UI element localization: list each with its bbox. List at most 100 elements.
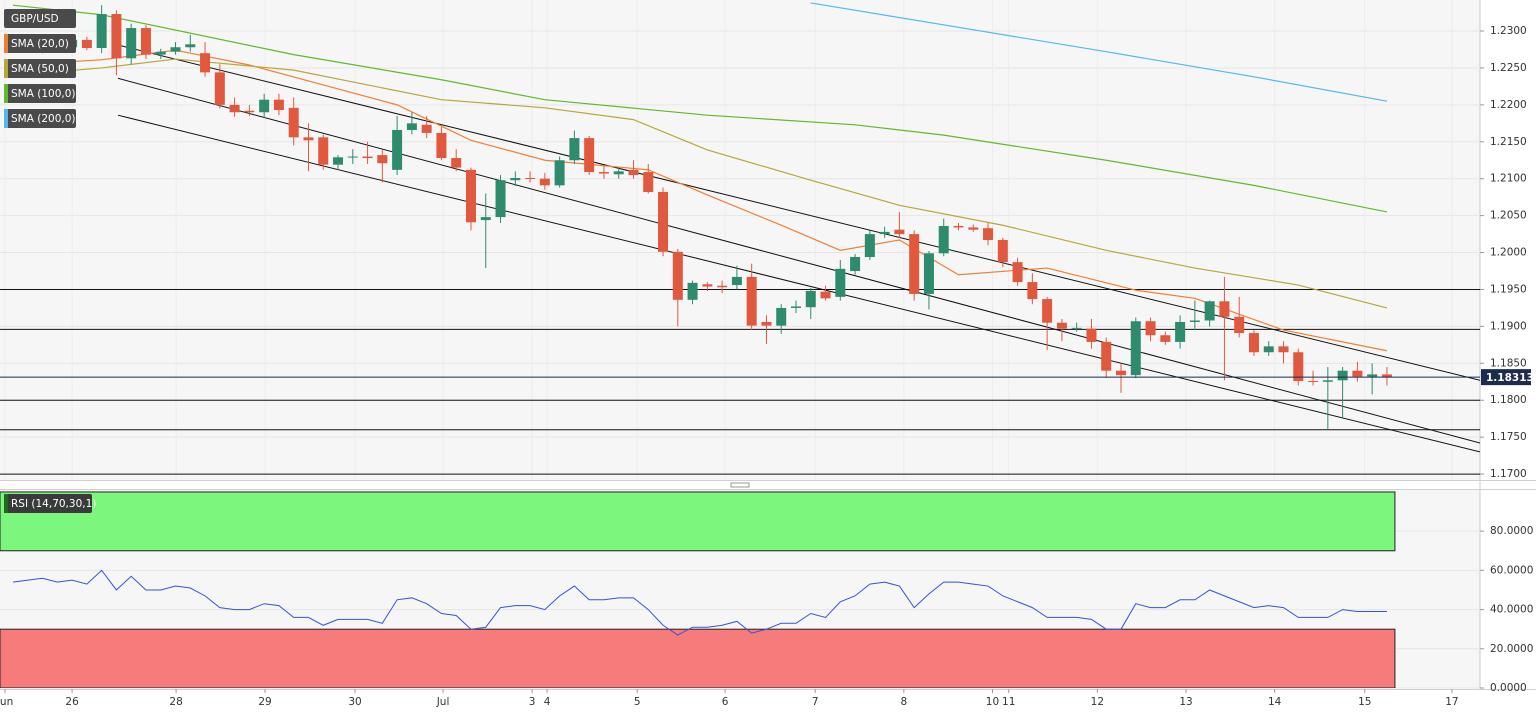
candle-body [569,138,580,161]
candle-body [377,155,388,164]
candle-body [554,160,565,186]
legend-box [4,9,76,28]
rsi-plot [0,491,1396,688]
candle-body [983,228,994,240]
y-tick-label: 80.0000 [1490,525,1533,537]
pane-resize-handle[interactable] [730,482,750,488]
y-tick-label: 60.0000 [1490,564,1533,576]
candle-body [1145,321,1156,336]
x-tick-label: Jul [436,696,450,708]
candle-body [1071,327,1082,329]
candle-body [525,177,536,179]
candle-body [746,276,757,326]
candle-body [1337,370,1348,381]
rsi-band [0,628,1396,688]
candle-body [953,225,964,228]
candle-body [1130,321,1141,376]
candle-body [406,123,417,130]
candle-body [318,137,329,165]
legend-swatch [4,494,8,513]
candle-body [628,169,639,176]
y-tick-label: 1.1700 [1490,468,1527,480]
trend-line [117,77,1480,444]
y-tick-label: 1.2300 [1490,25,1527,37]
candle-body [1086,328,1097,342]
legend-text: RSI (14,70,30,1) [11,498,96,510]
candle-body [584,138,595,173]
candle-body [731,276,742,286]
candle-body [790,306,801,308]
candle-body [303,137,314,141]
rsi-band [0,491,1396,552]
candle-body [111,14,122,59]
candle-body [347,156,358,158]
candle-body [658,192,669,252]
y-tick-label: 0.0000 [1490,682,1527,694]
candle-body [465,169,476,223]
candle-body [140,28,151,55]
last-price-label: 1.18313 [1486,372,1534,384]
x-tick-label: 7 [812,696,819,708]
candle-body [333,157,344,165]
candle-body [1012,262,1023,283]
x-tick-label: 10 [986,696,999,708]
legend-text: GBP/USD [11,13,59,25]
candle-body [273,99,284,111]
candle-body [1308,381,1319,383]
y-tick-label: 1.1800 [1490,394,1527,406]
candle-body [850,256,861,272]
candle-body [776,307,787,326]
candle-body [244,110,255,113]
candle-body [1278,346,1289,353]
candle-body [392,129,403,170]
legend-box [4,494,92,513]
candle-body [126,28,137,59]
candle-body [1160,335,1171,342]
candle-body [170,47,181,52]
rsi-line [12,569,1387,636]
candle-body [1189,320,1200,322]
candle-body [259,99,270,113]
x-tick-label: 13 [1179,696,1192,708]
candle-body [968,227,979,230]
candle-body [938,225,949,254]
candle-body [495,180,506,218]
candle-body [1175,321,1186,342]
candle-body [539,178,550,186]
candle-body [1101,341,1112,371]
candle-body [672,251,683,300]
candle-body [362,156,373,159]
x-tick-label: 12 [1091,696,1104,708]
x-tick-label: 15 [1358,696,1371,708]
legend-box [4,84,76,103]
trend-line [117,44,1480,381]
y-tick-label: 1.2050 [1490,210,1527,222]
candle-body [1352,370,1363,377]
x-tick-label: 3 [529,696,536,708]
candle-body [1234,316,1245,334]
sma-line [12,49,1388,352]
axes: 1.2300 1.2250 1.2200 1.2150 1.2100 1.2050 1.20… [0,25,1534,708]
legend-swatch [4,34,8,53]
candle-body [717,285,728,288]
candle-body [1367,374,1378,377]
candle-body [598,172,609,174]
x-tick-label: 5 [634,696,641,708]
sma-line [12,4,1388,213]
legend-box [4,34,76,53]
candle-body [229,104,240,113]
y-tick-label: 1.2000 [1490,247,1527,259]
candle-body [864,234,875,257]
candle-body [214,72,225,105]
candle-body [894,229,905,235]
x-tick-label: 26 [65,696,79,708]
x-tick-label: 28 [169,696,182,708]
y-tick-label: 1.2200 [1490,99,1527,111]
candle-body [288,107,299,138]
x-tick-label: 29 [258,696,271,708]
legend-text: SMA (200,0) [11,113,76,125]
trend-line [117,114,1480,453]
candle-body [613,171,624,175]
candle-body [761,321,772,326]
y-tick-label: 1.2100 [1490,173,1527,185]
